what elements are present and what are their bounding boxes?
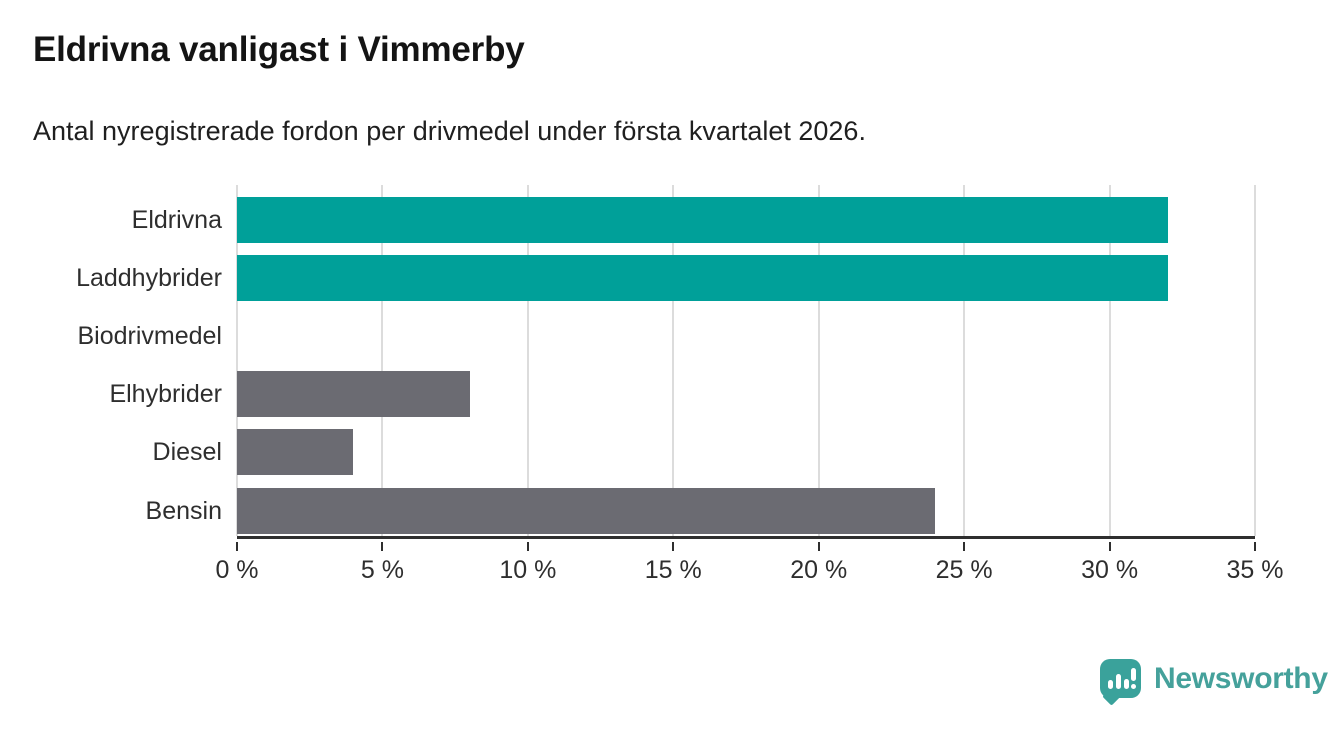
x-axis-tick-5 [381,542,384,551]
logo-exclamation-icon [1131,668,1136,681]
newsworthy-brand-text: Newsworthy [1154,661,1328,695]
category-label-eldrivna: Eldrivna [131,205,222,234]
category-label-bensin: Bensin [145,496,222,525]
x-axis-tick-25 [963,542,966,551]
x-axis-tick-label-30: 30 % [1081,556,1139,584]
gridline-25 [963,185,966,536]
category-label-elhybrider: Elhybrider [109,380,222,409]
x-axis-tick-0 [236,542,238,551]
logo-exclamation-dot-icon [1131,684,1136,689]
x-axis-tick-10 [526,542,529,551]
x-axis-tick-label-25: 25 % [935,556,993,584]
category-label-biodrivmedel: Biodrivmedel [77,321,222,350]
gridline-30 [1108,185,1111,536]
x-axis-tick-label-35: 35 % [1226,556,1284,584]
x-axis-tick-20 [817,542,820,551]
x-axis-tick-30 [1108,542,1111,551]
bar-elhybrider [237,371,470,418]
x-axis-tick-label-0: 0 % [215,556,259,584]
x-axis-tick-15 [672,542,675,551]
bar-laddhybrider [237,254,1168,301]
category-labels: Eldrivna Laddhybrider Biodrivmedel Elhybrid… [0,185,222,539]
logo-chart-bar-icon [1116,674,1121,689]
logo-chart-bar-icon [1108,680,1113,689]
gridline-35 [1254,185,1256,536]
newsworthy-icon [1100,659,1141,706]
plot-area [236,185,1256,539]
bar-eldrivna [237,196,1168,243]
bar-diesel [237,429,354,476]
x-axis: 0 % 5 % 10 % 15 % 20 % 25 % 30 % 35 % [215,542,1283,594]
gridline-0 [236,185,238,536]
chart-title: Eldrivna vanligast i Vimmerby [33,30,525,69]
x-axis-tick-label-10: 10 % [499,556,557,584]
category-label-diesel: Diesel [152,438,222,467]
logo-chart-bar-icon [1124,679,1129,689]
gridline-10 [526,185,529,536]
gridline-15 [672,185,675,536]
newsworthy-logo: Newsworthy [1100,659,1328,706]
gridline-20 [817,185,820,536]
x-axis-tick-35 [1254,542,1256,551]
x-axis-tick-label-5: 5 % [360,556,404,584]
speech-bubble-tail [1102,687,1121,706]
gridline-5 [381,185,384,536]
chart-subtitle: Antal nyregistrerade fordon per drivmede… [33,116,866,146]
category-label-laddhybrider: Laddhybrider [76,263,222,292]
bar-bensin [237,487,936,534]
x-axis-tick-label-20: 20 % [790,556,848,584]
x-axis-tick-label-15: 15 % [644,556,702,584]
